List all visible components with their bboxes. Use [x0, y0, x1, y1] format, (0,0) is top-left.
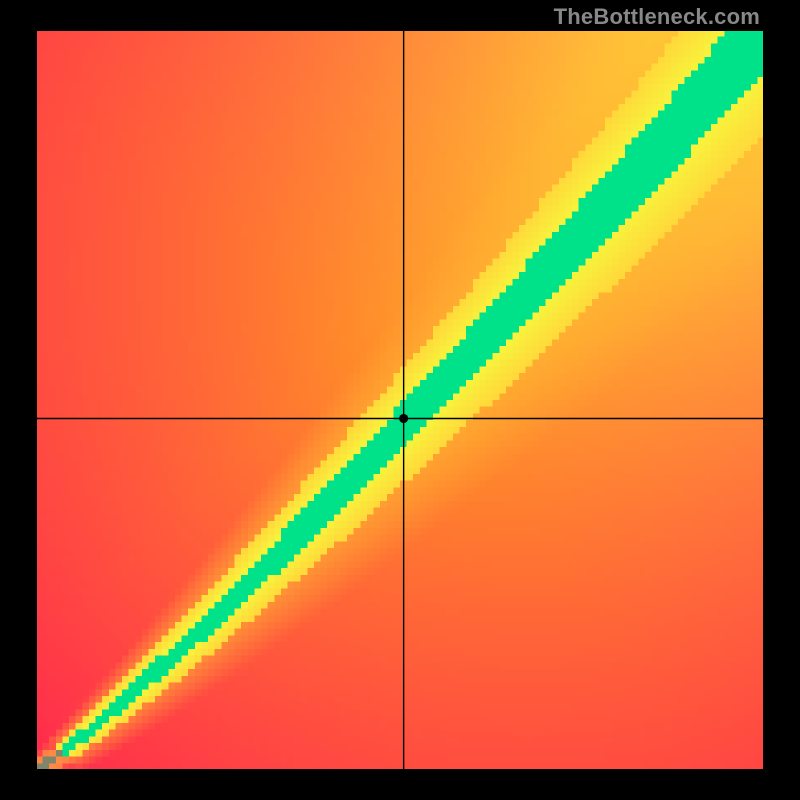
crosshair-overlay [0, 0, 800, 800]
watermark-text: TheBottleneck.com [554, 4, 760, 30]
chart-container: TheBottleneck.com [0, 0, 800, 800]
